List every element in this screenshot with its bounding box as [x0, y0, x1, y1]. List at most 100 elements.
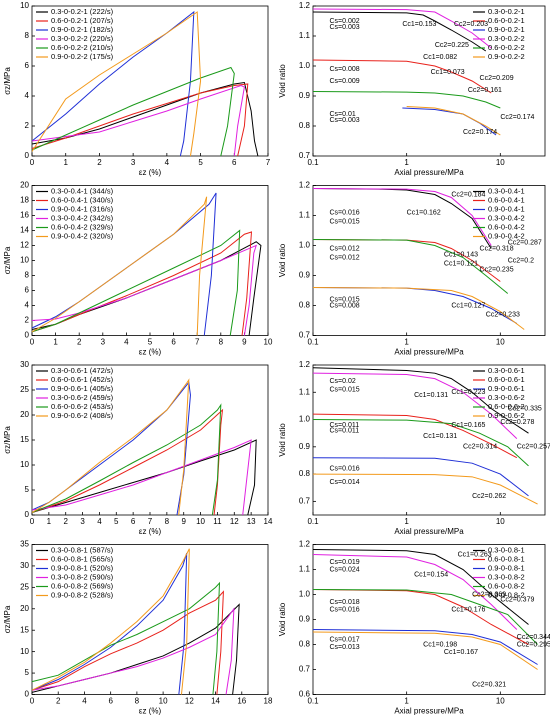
y-axis-label: σz/MPa	[3, 67, 12, 95]
series-line	[31, 378, 190, 516]
series-line	[312, 239, 509, 294]
legend-label: 0.3-0-0.6-2 (459/s)	[51, 393, 114, 402]
x-axis-label: Axial pressure/MPa	[394, 168, 464, 177]
legend-label: 0.3-0-0.8-1	[488, 545, 525, 554]
x-tick-label: 0	[30, 517, 35, 526]
series-line	[31, 607, 235, 695]
x-axis-label: Axial pressure/MPa	[394, 707, 464, 716]
series-line	[312, 419, 529, 467]
annotation: Cs=0.003	[329, 117, 359, 124]
y-tick-label: 1.0	[299, 61, 311, 70]
x-tick-label: 10	[264, 338, 273, 347]
y-tick-label: 1.0	[299, 590, 311, 599]
legend-label: 0.9-0-0.8-2	[488, 590, 525, 599]
y-tick-label: 6	[25, 286, 30, 295]
annotation: Cs=0.024	[329, 566, 359, 573]
y-tick-label: 0.9	[299, 91, 311, 100]
y-tick-label: 0.8	[299, 301, 311, 310]
y-tick-label: 8	[25, 271, 30, 280]
series-line	[31, 548, 190, 695]
y-tick-label: 1.1	[299, 31, 311, 40]
x-tick-label: 0	[30, 158, 35, 167]
y-tick-label: 0.8	[299, 121, 311, 130]
y-axis-label: Void ratio	[278, 243, 287, 277]
series-line	[31, 66, 235, 157]
x-axis-label: εz (%)	[139, 527, 162, 536]
legend-label: 0.3-0-0.6-2	[488, 393, 525, 402]
annotation: Cc1=0.143	[444, 251, 478, 258]
y-axis-label: σz/MPa	[3, 605, 12, 633]
x-tick-label: 1	[404, 338, 409, 347]
legend-label: 0.6-0-0.2-1 (207/s)	[51, 16, 114, 25]
series-line	[312, 554, 518, 630]
series-line	[312, 413, 518, 459]
y-tick-label: 20	[20, 604, 29, 613]
legend-label: 0.3-0-0.4-1	[488, 186, 525, 195]
legend-label: 0.9-0-0.4-1 (316/s)	[51, 204, 114, 213]
x-tick-label: 14	[264, 517, 273, 526]
annotation: Cc1=0.153	[402, 21, 436, 28]
y-tick-label: 14	[20, 226, 29, 235]
y-tick-label: 25	[20, 582, 29, 591]
series-line	[31, 196, 208, 336]
annotation: Cs=0.015	[329, 296, 359, 303]
legend-label: 0.9-0-0.2-1 (182/s)	[51, 25, 114, 34]
series-line	[31, 81, 259, 157]
series-line	[406, 106, 501, 136]
legend-label: 0.6-0-0.2-2	[488, 43, 525, 52]
x-tick-label: 7	[266, 158, 271, 167]
x-axis-label: εz (%)	[139, 348, 162, 357]
annotation: Cc2=0.235	[480, 266, 514, 273]
x-tick-label: 4	[97, 517, 102, 526]
annotation: Cc2=0.262	[472, 493, 506, 500]
x-tick-label: 2	[97, 158, 102, 167]
annotation: Cc1=0.165	[451, 422, 485, 429]
annotation: Cc1=0.154	[414, 571, 448, 578]
legend-label: 0.6-0-0.4-1 (340/s)	[51, 195, 114, 204]
series-line	[31, 83, 249, 157]
x-tick-label: 10	[159, 697, 168, 706]
x-tick-label: 0	[30, 697, 35, 706]
series-line	[31, 229, 241, 336]
y-tick-label: 30	[20, 561, 29, 570]
plot-frame	[31, 544, 269, 695]
series-line	[312, 549, 529, 625]
x-tick-label: 6	[131, 517, 136, 526]
legend-label: 0.6-0-0.8-2 (569/s)	[51, 581, 114, 590]
series-line	[31, 603, 240, 695]
legend-label: 0.3-0-0.8-2	[488, 572, 525, 581]
series-line	[312, 11, 487, 52]
x-tick-label: 3	[101, 338, 106, 347]
y-tick-label: 2	[25, 316, 30, 325]
y-tick-label: 30	[20, 360, 29, 369]
legend-label: 0.6-0-0.8-1 (565/s)	[51, 554, 114, 563]
series-line	[312, 367, 529, 434]
annotation: Cc2=0.344	[517, 634, 550, 641]
series-line	[312, 287, 525, 330]
x-tick-label: 6	[232, 158, 237, 167]
legend-label: 0.6-0-0.6-2	[488, 402, 525, 411]
annotation: Cs=0.01	[329, 111, 355, 118]
annotation: Cc2=0.203	[454, 21, 488, 28]
x-tick-label: 5	[148, 338, 153, 347]
annotation: Cs=0.016	[329, 209, 359, 216]
x-tick-label: 4	[124, 338, 129, 347]
x-tick-label: 1	[47, 517, 52, 526]
y-tick-label: 20	[20, 181, 29, 190]
x-tick-label: 8	[219, 338, 224, 347]
legend-label: 0.6-0-0.2-2 (210/s)	[51, 43, 114, 52]
y-tick-label: 0.7	[299, 496, 311, 505]
x-tick-label: 10	[496, 697, 505, 706]
annotation: Cc1=0.167	[444, 649, 478, 656]
y-tick-label: 1.2	[299, 540, 311, 549]
annotation: Cc2=0.233	[486, 311, 520, 318]
x-tick-label: 1	[404, 517, 409, 526]
legend-label: 0.3-0-0.2-2	[488, 34, 525, 43]
x-tick-label: 9	[181, 517, 186, 526]
annotation: Cc2=0.174	[463, 129, 497, 136]
legend-label: 0.6-0-0.4-2 (329/s)	[51, 222, 114, 231]
series-line	[312, 457, 529, 497]
annotation: Cc2=0.314	[463, 444, 497, 451]
y-tick-label: 1.1	[299, 211, 311, 220]
y-tick-label: 0.7	[299, 331, 311, 340]
